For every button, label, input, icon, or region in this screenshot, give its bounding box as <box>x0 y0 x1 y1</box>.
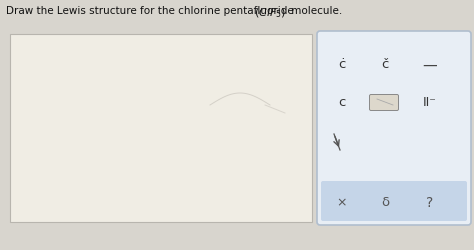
Text: ×: × <box>337 196 347 209</box>
FancyBboxPatch shape <box>370 95 399 111</box>
Bar <box>10 35 312 222</box>
Text: $(ClF_5)$: $(ClF_5)$ <box>254 6 286 20</box>
FancyBboxPatch shape <box>317 32 471 225</box>
Text: Draw the Lewis structure for the chlorine pentafluoride: Draw the Lewis structure for the chlorin… <box>6 6 297 16</box>
Text: molecule.: molecule. <box>288 6 342 16</box>
Text: č: č <box>381 58 389 71</box>
Text: ?: ? <box>427 195 434 209</box>
Text: δ: δ <box>381 196 389 209</box>
Text: —: — <box>423 57 438 72</box>
FancyBboxPatch shape <box>321 181 467 221</box>
Text: c: c <box>338 96 346 109</box>
Text: ċ: ċ <box>338 58 346 71</box>
Text: II⁻: II⁻ <box>423 96 437 109</box>
